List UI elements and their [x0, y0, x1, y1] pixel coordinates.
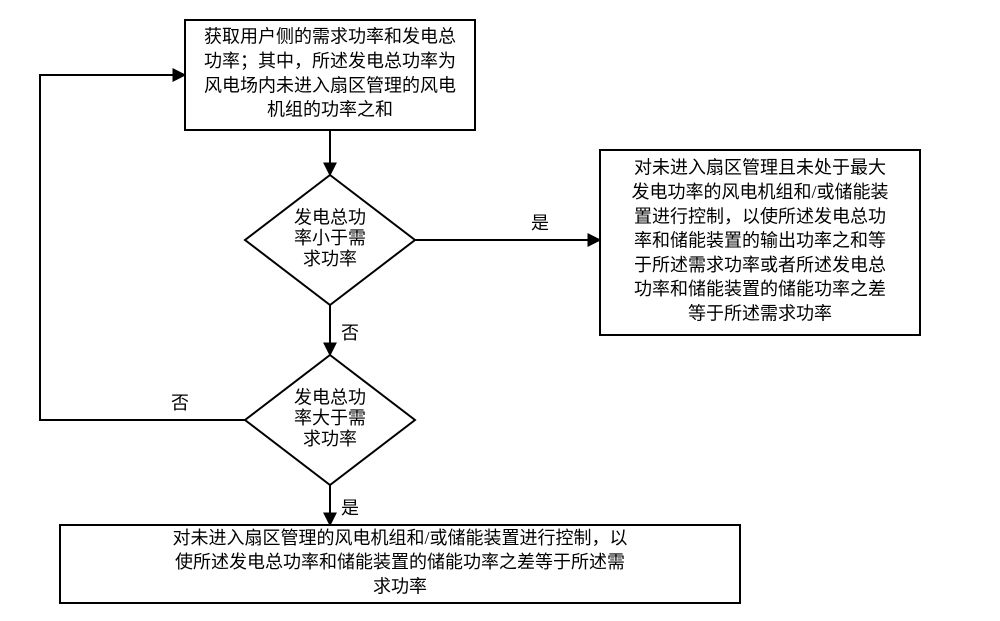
svg-text:获取用户侧的需求功率和发电总: 获取用户侧的需求功率和发电总: [204, 27, 456, 47]
svg-text:率小于需: 率小于需: [294, 228, 366, 248]
svg-text:对未进入扇区管理且未处于最大: 对未进入扇区管理且未处于最大: [634, 158, 886, 178]
node-start: 获取用户侧的需求功率和发电总功率；其中，所述发电总功率为风电场内未进入扇区管理的…: [185, 20, 475, 130]
edge-4: 否: [40, 75, 245, 420]
svg-text:等于所述需求功率: 等于所述需求功率: [688, 304, 832, 324]
edge-2: 否: [330, 305, 359, 355]
svg-text:于所述需求功率或者所述发电总: 于所述需求功率或者所述发电总: [634, 255, 886, 275]
edge-3: 是: [330, 485, 359, 525]
svg-text:否: 否: [341, 323, 359, 343]
svg-text:求功率: 求功率: [373, 576, 427, 596]
svg-text:求功率: 求功率: [303, 429, 357, 449]
svg-text:发电总功: 发电总功: [294, 387, 366, 407]
svg-text:机组的功率之和: 机组的功率之和: [267, 100, 393, 120]
node-yes1: 对未进入扇区管理且未处于最大发电功率的风电机组和/或储能装置进行控制，以使所述发…: [600, 150, 920, 335]
svg-text:使所述发电总功率和储能装置的储能功率之差等于所述需: 使所述发电总功率和储能装置的储能功率之差等于所述需: [175, 552, 625, 572]
svg-text:否: 否: [171, 393, 189, 413]
svg-text:功率；其中，所述发电总功率为: 功率；其中，所述发电总功率为: [204, 51, 456, 71]
svg-text:功率和储能装置的储能功率之差: 功率和储能装置的储能功率之差: [634, 279, 886, 299]
node-yes2: 对未进入扇区管理的风电机组和/或储能装置进行控制，以使所述发电总功率和储能装置的…: [60, 525, 740, 603]
svg-text:对未进入扇区管理的风电机组和/或储能装置进行控制，以: 对未进入扇区管理的风电机组和/或储能装置进行控制，以: [173, 528, 628, 548]
svg-text:置进行控制，以使所述发电总功: 置进行控制，以使所述发电总功: [634, 206, 886, 226]
svg-text:率大于需: 率大于需: [294, 408, 366, 428]
svg-text:是: 是: [531, 213, 549, 233]
svg-text:发电总功: 发电总功: [294, 207, 366, 227]
svg-text:是: 是: [341, 498, 359, 518]
svg-text:率和储能装置的输出功率之和等: 率和储能装置的输出功率之和等: [634, 231, 886, 251]
svg-text:求功率: 求功率: [303, 249, 357, 269]
node-dec2: 发电总功率大于需求功率: [245, 355, 415, 485]
svg-text:风电场内未进入扇区管理的风电: 风电场内未进入扇区管理的风电: [204, 75, 456, 95]
svg-text:发电功率的风电机组和/或储能装: 发电功率的风电机组和/或储能装: [632, 182, 889, 202]
edge-1: 是: [415, 213, 600, 240]
node-dec1: 发电总功率小于需求功率: [245, 175, 415, 305]
